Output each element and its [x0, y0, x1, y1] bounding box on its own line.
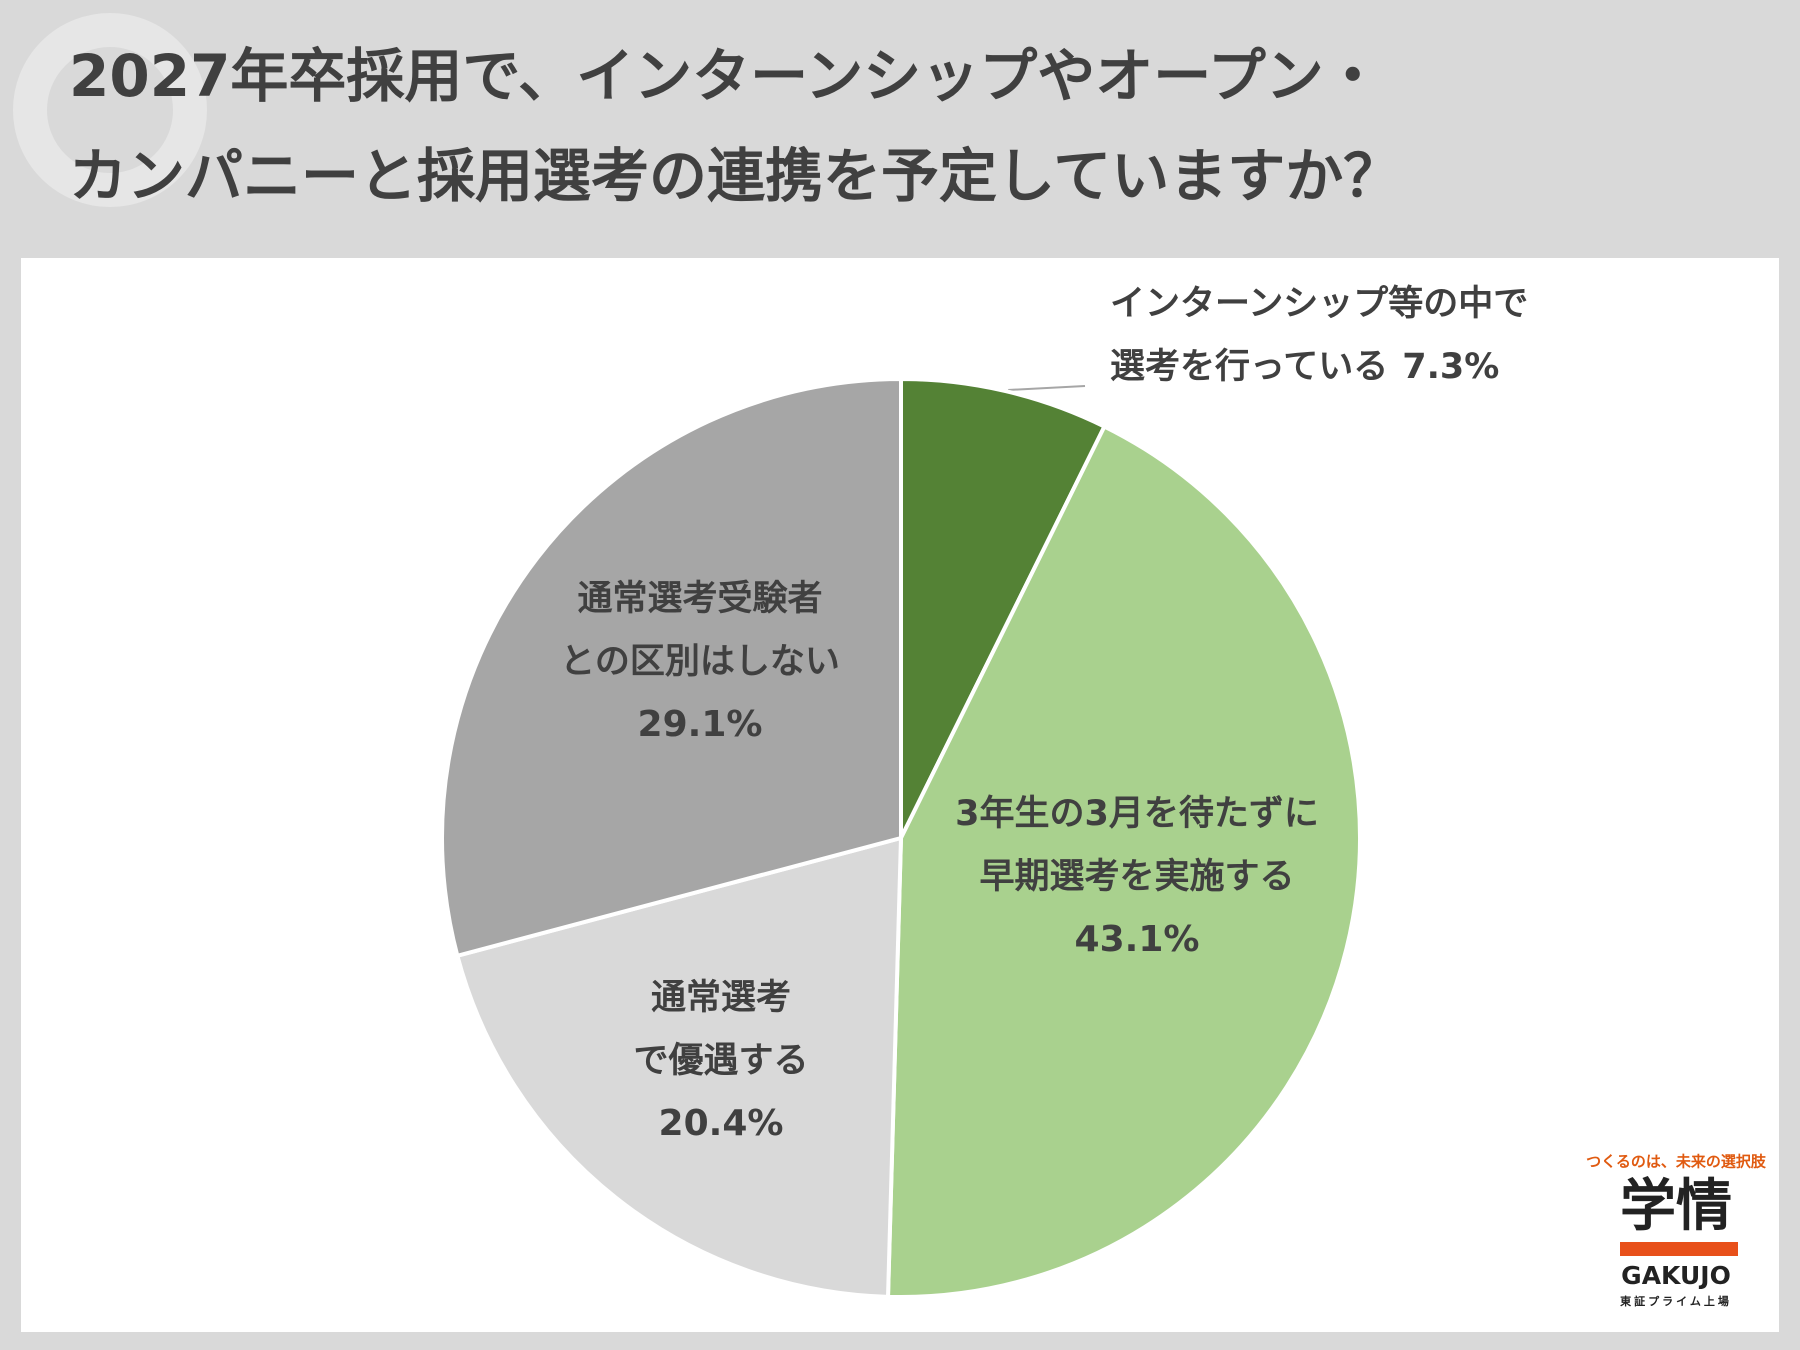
logo-note: 東証プライム上場 — [1620, 1294, 1732, 1308]
pie-slice — [899, 376, 1108, 839]
pie — [440, 376, 1362, 1299]
slice-label-text: 早期選考を実施する — [979, 857, 1294, 897]
slice-label-text: 3年生の3月を待たずに — [955, 794, 1319, 834]
pie-slice — [885, 423, 1362, 1299]
slice-label: 通常選考受験者 — [577, 579, 822, 619]
slice-label-text: 通常選考 — [651, 978, 791, 1018]
value-label: 29.1% — [638, 704, 763, 745]
logo-tagline: つくるのは、未来の選択肢 — [1586, 1153, 1767, 1171]
slice-label-text: との区別はしない — [560, 642, 840, 682]
logo: つくるのは、未来の選択肢 学情 GAKUJO 東証プライム上場 — [1586, 1153, 1767, 1309]
chart-title: 2027年卒採用で、インターンシップやオープン・ — [69, 42, 1382, 110]
logo-bar — [1620, 1242, 1738, 1256]
slice-label: 3年生の3月を待たずに — [955, 794, 1319, 834]
logo-name: 学情 — [1620, 1174, 1732, 1239]
slice-label: との区別はしない — [560, 642, 840, 682]
pie-slice — [440, 376, 903, 959]
slice-label: 通常選考 — [651, 978, 791, 1018]
logo-roman: GAKUJO — [1621, 1261, 1731, 1290]
slice-label: で優遇する — [633, 1041, 808, 1081]
slice-label: 早期選考を実施する — [979, 857, 1294, 897]
value-label: 43.1% — [1075, 919, 1200, 960]
slice-label-text: で優遇する — [633, 1041, 808, 1081]
value-label: 7.3% — [1402, 347, 1499, 387]
slice-label-text: インターンシップ等の中で — [1110, 284, 1528, 324]
watermark — [13, 13, 207, 207]
slice-label-text: 通常選考受験者 — [577, 579, 822, 619]
slice-label: インターンシップ等の中で — [1110, 284, 1528, 324]
pie-slice — [454, 835, 904, 1299]
slice-label: 選考を行っている 7.3% — [1110, 347, 1499, 387]
leader-line — [1007, 385, 1086, 391]
slice-label-text: 選考を行っている — [1110, 347, 1388, 387]
chart-title: カンパニーと採用選考の連携を予定していますか？ — [69, 142, 1401, 210]
value-label: 20.4% — [659, 1103, 784, 1144]
